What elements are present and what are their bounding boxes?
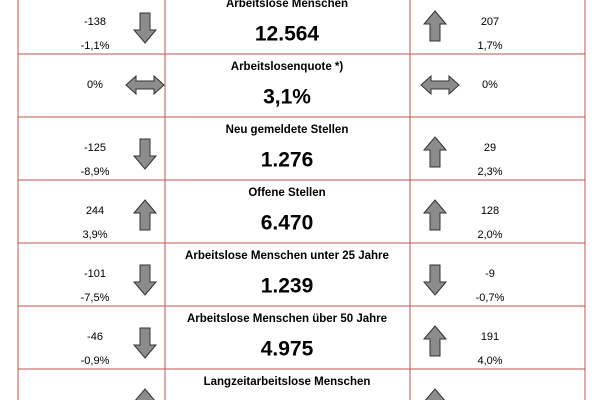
right-change: 1,7% xyxy=(477,40,502,52)
arrow-up xyxy=(425,388,445,400)
right-change: 207 xyxy=(481,16,499,28)
arrow-up xyxy=(422,136,448,168)
right-change: 4,0% xyxy=(477,355,502,367)
row-value: 12.564 xyxy=(255,23,320,46)
row-title: Arbeitslose Menschen unter 25 Jahre xyxy=(185,250,389,262)
left-change: -125 xyxy=(84,142,106,154)
row-title: Arbeitslose Menschen xyxy=(226,0,348,10)
left-change: -1,1% xyxy=(81,40,110,52)
right-change: 0% xyxy=(482,79,498,91)
arrow-both xyxy=(125,74,165,96)
right-change: -9 xyxy=(485,268,495,280)
left-change: -101 xyxy=(84,268,106,280)
arrow-up xyxy=(135,388,155,400)
arrow-up xyxy=(422,325,448,357)
left-change: -7,5% xyxy=(81,292,110,304)
arrow-down xyxy=(132,327,158,359)
arrow-down xyxy=(422,264,448,296)
row-title: Arbeitslosenquote *) xyxy=(231,61,344,73)
right-change: -0,7% xyxy=(476,292,505,304)
row-value: 1.276 xyxy=(261,149,314,172)
row-value: 1.239 xyxy=(261,275,314,298)
arrow-up xyxy=(422,10,448,42)
arrow-down xyxy=(132,264,158,296)
row-title: Offene Stellen xyxy=(248,187,325,199)
right-change: 191 xyxy=(481,331,499,343)
right-change: 29 xyxy=(484,142,496,154)
left-change: -0,9% xyxy=(81,355,110,367)
row-value: 4.975 xyxy=(261,338,314,361)
arrow-down xyxy=(132,138,158,170)
left-change: 3,9% xyxy=(82,229,107,241)
row-title: Neu gemeldete Stellen xyxy=(226,124,349,136)
row-value: 3,1% xyxy=(263,86,311,109)
row-title: Langzeitarbeitslose Menschen xyxy=(204,376,371,388)
arrow-both xyxy=(420,74,460,96)
right-change: 2,0% xyxy=(477,229,502,241)
left-change: 244 xyxy=(86,205,104,217)
right-change: 2,3% xyxy=(477,166,502,178)
left-change: 0% xyxy=(87,79,103,91)
arrow-up xyxy=(132,199,158,231)
row-value: 6.470 xyxy=(261,212,314,235)
left-change: -46 xyxy=(87,331,103,343)
left-change: -138 xyxy=(84,16,106,28)
arrow-up xyxy=(422,199,448,231)
row-title: Arbeitslose Menschen über 50 Jahre xyxy=(187,313,387,325)
right-change: 128 xyxy=(481,205,499,217)
arrow-down xyxy=(132,12,158,44)
left-change: -8,9% xyxy=(81,166,110,178)
